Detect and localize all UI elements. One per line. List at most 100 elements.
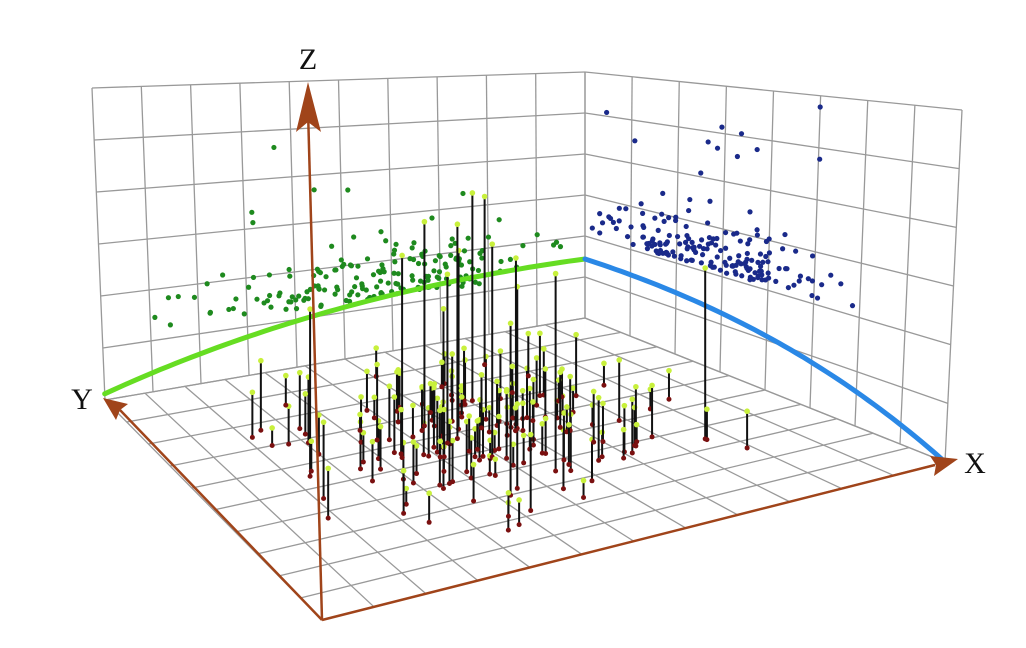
point [632, 138, 638, 144]
point [507, 256, 513, 263]
point [332, 291, 338, 297]
point [671, 253, 677, 259]
point [766, 250, 773, 256]
point [429, 215, 435, 221]
point [449, 236, 455, 242]
point [610, 219, 616, 225]
point [819, 282, 825, 288]
base-point [601, 382, 607, 388]
point [805, 276, 811, 282]
point [758, 263, 764, 269]
point [557, 244, 564, 250]
base-point [437, 482, 443, 488]
y-arrow [103, 398, 128, 420]
point [756, 268, 763, 274]
point [745, 241, 751, 247]
point [734, 230, 740, 236]
point [738, 131, 745, 137]
z-arrow [296, 82, 321, 132]
point [359, 281, 365, 287]
base-point [560, 486, 566, 492]
point [316, 286, 322, 292]
point [277, 290, 283, 296]
base-point [440, 486, 446, 492]
point [254, 296, 260, 302]
base-point [530, 418, 536, 424]
base-point [249, 434, 255, 440]
base-point [286, 441, 292, 447]
point [191, 294, 198, 300]
top-point [373, 345, 379, 351]
point [738, 261, 744, 267]
base-point [360, 459, 366, 465]
top-point [744, 408, 750, 415]
grid-line [91, 71, 586, 89]
point [749, 257, 755, 263]
point [653, 248, 659, 254]
top-point [600, 400, 606, 407]
point [383, 238, 389, 244]
point [817, 156, 823, 162]
base-point [510, 415, 516, 421]
point [714, 254, 720, 260]
grid-line [584, 235, 951, 346]
point [705, 241, 711, 247]
point [743, 259, 749, 265]
top-point [489, 241, 496, 247]
point [785, 284, 791, 291]
base-point [446, 481, 452, 487]
point [678, 253, 684, 259]
point [597, 230, 603, 236]
point [673, 214, 679, 220]
point [289, 294, 295, 300]
point [207, 309, 214, 315]
point [616, 218, 622, 224]
base-point [509, 390, 515, 396]
base-point [480, 453, 486, 459]
point [686, 236, 692, 242]
top-point [561, 410, 567, 416]
point [311, 187, 317, 193]
point [230, 305, 236, 312]
point [374, 284, 380, 290]
top-point [431, 384, 437, 391]
base-point [468, 475, 474, 481]
top-point [371, 394, 378, 401]
point [705, 220, 711, 226]
point [773, 278, 779, 284]
top-point [440, 305, 447, 312]
top-point [458, 383, 465, 389]
point [640, 234, 647, 240]
base-point [504, 455, 510, 461]
top-point [320, 419, 327, 425]
point [250, 274, 257, 281]
point [465, 235, 471, 241]
point [739, 273, 745, 279]
point [682, 239, 689, 245]
y-label: Y [71, 383, 93, 416]
top-point [400, 467, 407, 474]
point [714, 235, 720, 242]
point [411, 240, 417, 246]
point [376, 268, 382, 274]
base-point [666, 396, 672, 402]
top-point [463, 418, 470, 425]
point [379, 262, 385, 268]
base-point [464, 469, 470, 475]
point [459, 283, 465, 289]
top-point [474, 418, 481, 424]
top-point [533, 355, 540, 361]
grid-line [102, 276, 586, 349]
point [152, 314, 158, 320]
point [233, 296, 239, 302]
top-point [519, 387, 526, 394]
grid-line [584, 71, 963, 111]
top-point [557, 369, 564, 376]
point [765, 270, 771, 276]
point [353, 275, 360, 281]
point [793, 248, 799, 254]
point [754, 146, 760, 153]
top-point [570, 385, 576, 391]
top-point [308, 438, 315, 445]
